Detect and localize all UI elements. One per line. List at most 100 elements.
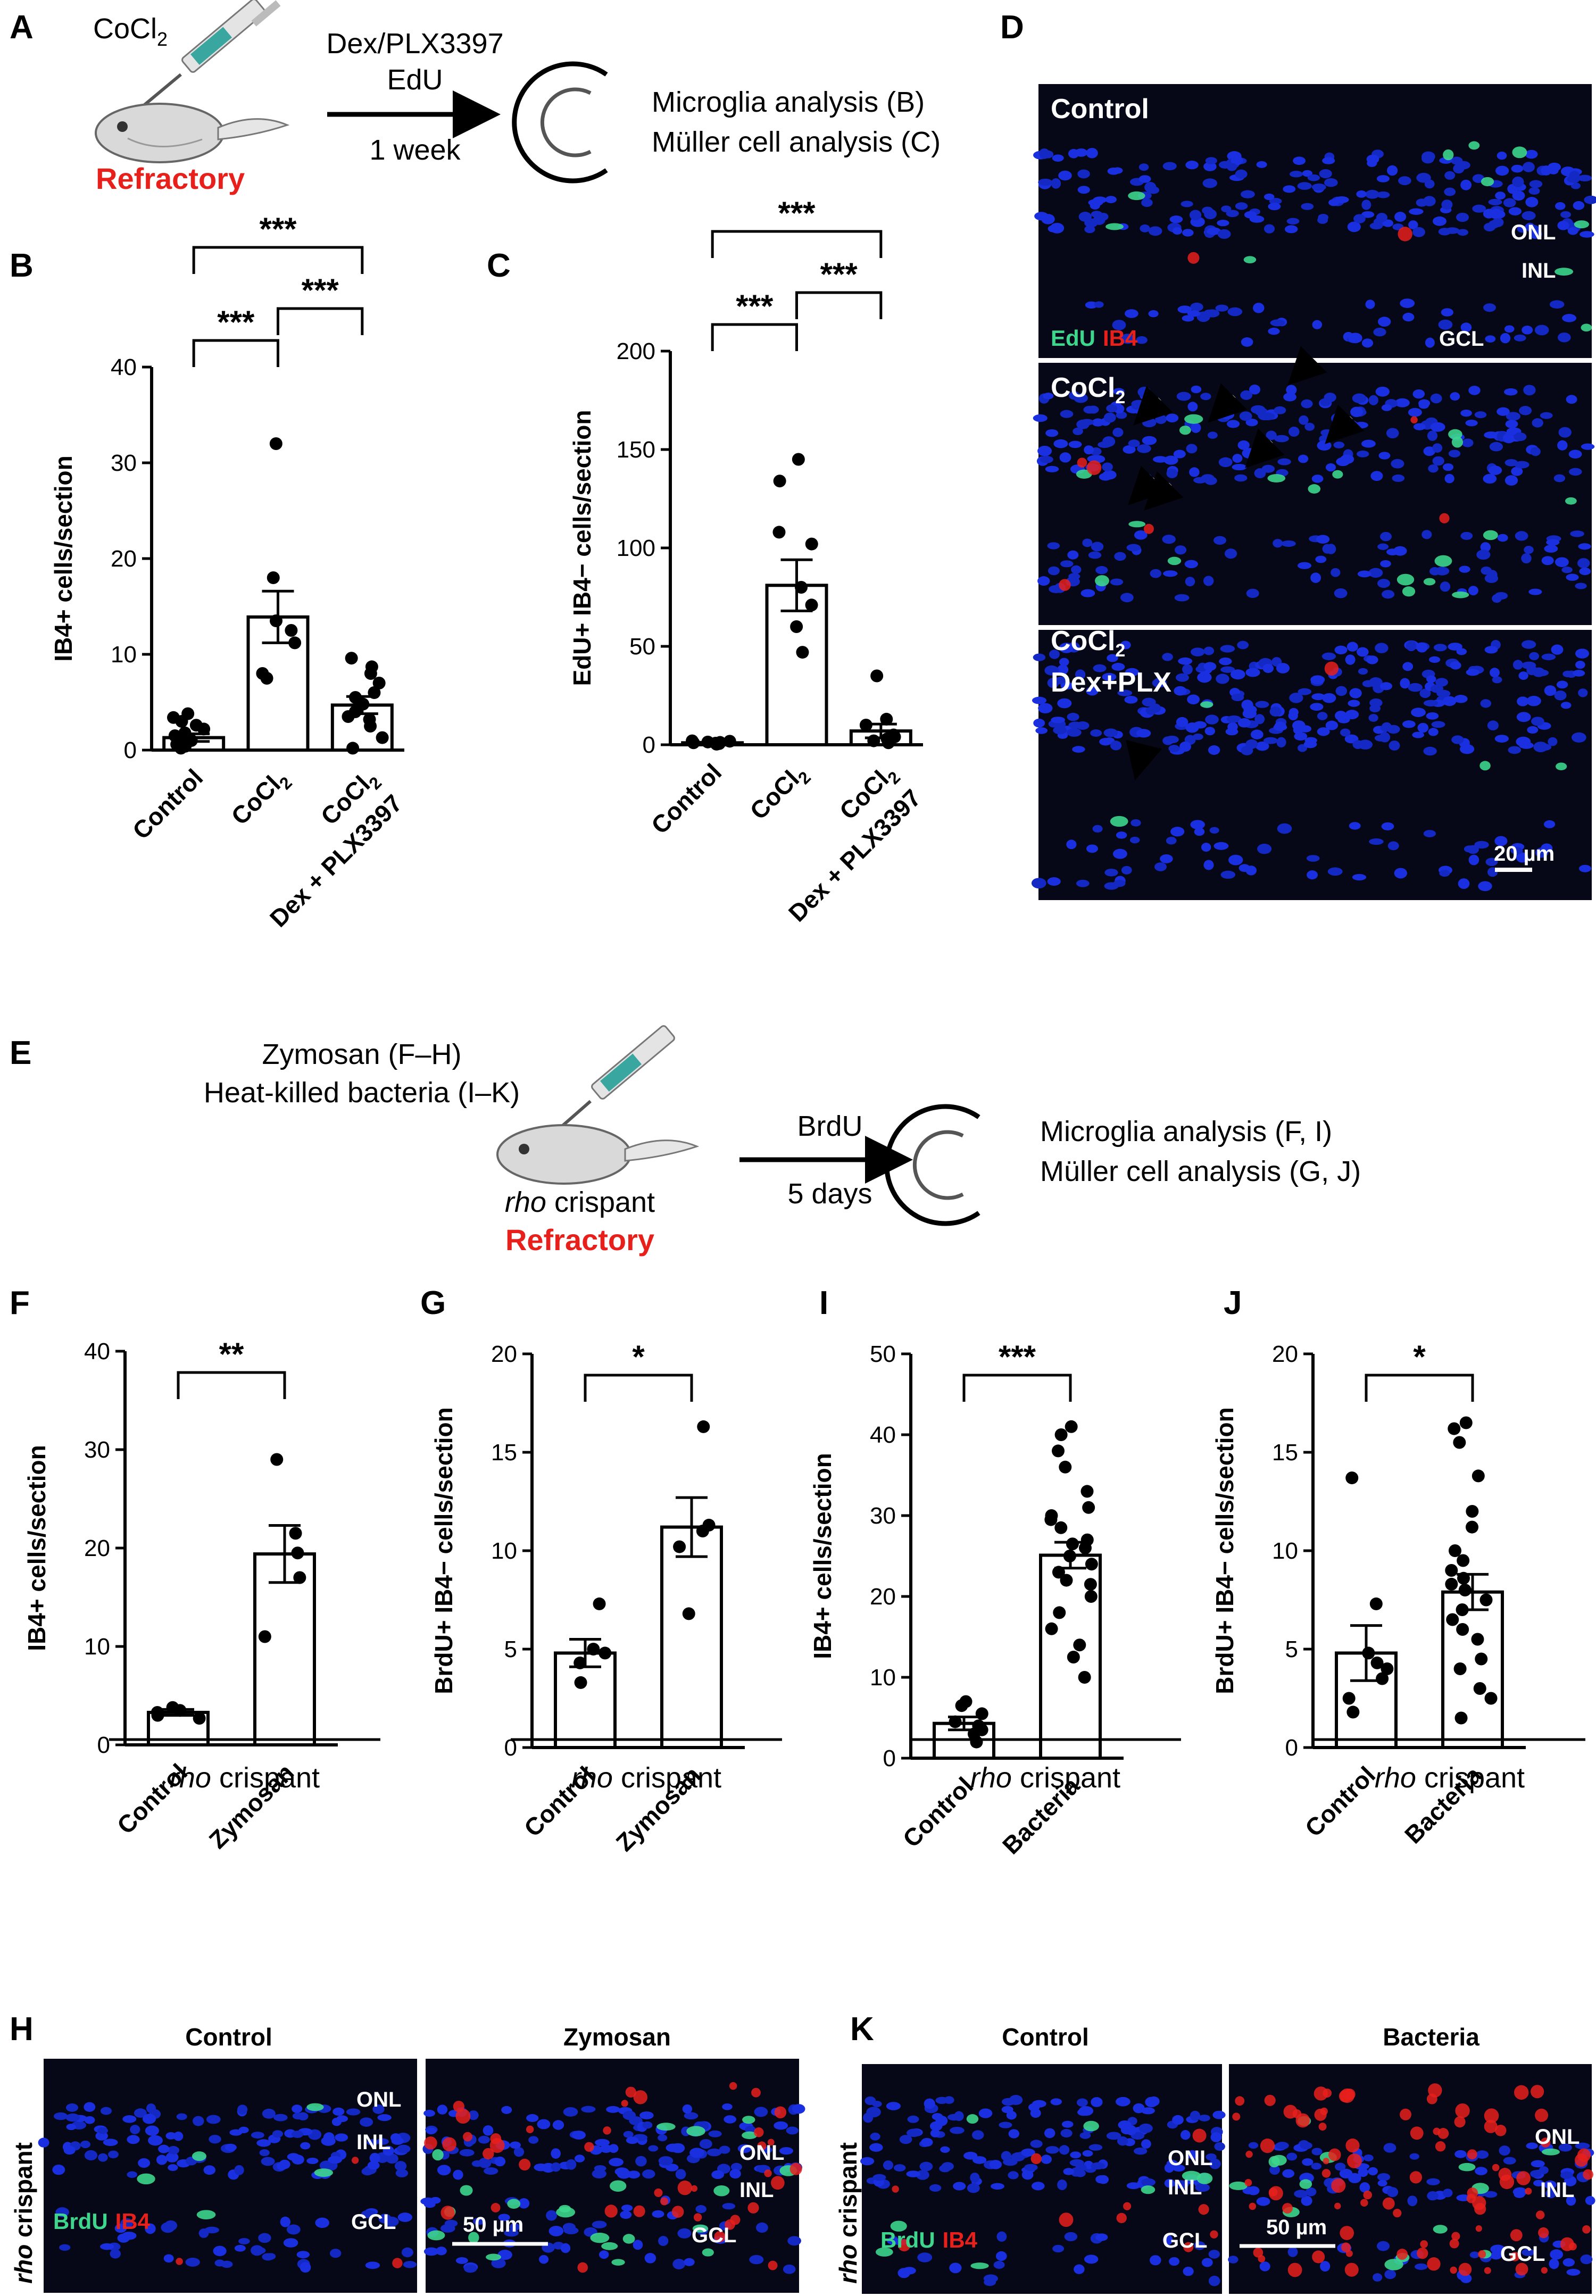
data-point (151, 1706, 164, 1719)
data-point (168, 729, 181, 742)
data-point (1459, 1416, 1473, 1429)
data-point (682, 1607, 695, 1620)
data-point (1065, 1420, 1078, 1433)
panel-label-g: G (420, 1285, 446, 1321)
panel-label-k: K (850, 2011, 874, 2048)
data-point (805, 537, 818, 551)
category-label: CoCl2 (226, 763, 296, 834)
data-point (1067, 1651, 1080, 1663)
data-point (975, 1707, 988, 1720)
data-point (1370, 1656, 1384, 1669)
y-tick-label: 0 (97, 1732, 110, 1758)
data-point (593, 1597, 606, 1610)
k-stain-legend: BrdU IB4 (880, 2227, 978, 2252)
y-axis-label: BrdU+ IB4− cells/section (1211, 1407, 1238, 1694)
data-point (167, 711, 180, 724)
k-right-inl: INL (1540, 2178, 1574, 2202)
d-layer-inl: INL (1522, 259, 1556, 282)
significance-bracket (177, 1371, 286, 1399)
d-stain-legend: EdU IB4 (1051, 326, 1138, 351)
data-point (289, 1527, 302, 1540)
group-label: rho crispant (970, 1762, 1120, 1794)
data-point (1456, 1623, 1469, 1636)
data-point (1054, 1521, 1068, 1534)
d-title-cocl2: CoCl2 (1051, 372, 1125, 407)
data-point (293, 1571, 306, 1584)
k-left-onl: ONL (1168, 2147, 1212, 2170)
significance-bracket (277, 307, 364, 335)
significance-label: *** (999, 1339, 1036, 1375)
data-point (697, 1420, 710, 1433)
data-point (1346, 1706, 1360, 1719)
data-point (270, 614, 283, 627)
h-left-onl: ONL (356, 2088, 401, 2111)
h-right-onl: ONL (739, 2141, 784, 2165)
data-point (376, 731, 389, 744)
y-tick-label: 50 (870, 1341, 896, 1367)
significance-bracket (711, 323, 798, 351)
d-layer-gcl: GCL (1439, 327, 1484, 351)
data-point (1472, 1469, 1485, 1483)
h-side-label: rho crispant (10, 2142, 37, 2284)
data-point (181, 707, 195, 720)
k-right-onl: ONL (1535, 2125, 1580, 2149)
data-point (1073, 1638, 1086, 1652)
data-point (1059, 1460, 1072, 1474)
y-tick-label: 30 (870, 1503, 896, 1529)
data-point (1369, 1597, 1383, 1610)
k-left-inl: INL (1168, 2176, 1202, 2199)
h-scale-label: 50 µm (463, 2213, 523, 2236)
tadpole-icon-e (496, 1124, 700, 1185)
chart-b: B 0 10 20 30 40 IB4+ cells/section Control CoCl2… (10, 211, 408, 933)
data-point (1084, 1590, 1098, 1603)
data-point (796, 646, 809, 659)
panel-label-c: C (487, 247, 511, 284)
significance-bracket (795, 291, 883, 319)
refractory-label-e: Refractory (505, 1223, 654, 1257)
h-left-gcl: GCL (351, 2210, 396, 2234)
y-tick-label: 10 (84, 1634, 110, 1660)
panel-e: E Zymosan (F–H) Heat-killed bacteria (I–… (10, 1025, 1361, 1257)
data-point (256, 667, 269, 680)
y-tick-label: 40 (84, 1338, 110, 1365)
data-point (1457, 1571, 1470, 1585)
data-point (342, 710, 355, 723)
data-point (1066, 1537, 1079, 1551)
data-point (1471, 1633, 1484, 1646)
data-point (959, 1695, 972, 1708)
significance-bracket (711, 230, 883, 258)
h-left-inl: INL (356, 2131, 390, 2154)
y-tick-label: 0 (643, 732, 655, 758)
duration-label: 1 week (369, 134, 461, 166)
significance-bracket (962, 1374, 1072, 1402)
y-tick-label: 50 (629, 634, 655, 660)
category-label: Control (1300, 1761, 1381, 1842)
y-tick-label: 0 (124, 737, 137, 763)
panel-a: A CoCl2 Refractory Dex/PLX3397 EdU 1 wee… (10, 0, 941, 195)
significance-bracket (584, 1374, 693, 1402)
h-stain-legend: BrdU IB4 (53, 2209, 151, 2234)
data-point (1381, 1662, 1394, 1675)
data-point (587, 1643, 600, 1656)
data-point (805, 598, 818, 612)
d-arrow-icon (1126, 739, 1162, 781)
d-title-cocl2-dex: CoCl2 (1051, 626, 1125, 661)
d-arrow-icon (1325, 404, 1365, 444)
d-arrow-icon (1245, 428, 1285, 468)
panel-label-b: B (10, 247, 34, 284)
data-point (673, 1540, 686, 1553)
significance-label: * (1413, 1339, 1426, 1375)
bar (554, 1651, 617, 1749)
y-axis-label: IB4+ cells/section (809, 1453, 836, 1659)
data-point (859, 719, 872, 731)
data-point (702, 1518, 716, 1532)
data-point (1045, 1509, 1058, 1522)
panel-label-h: H (10, 2011, 34, 2048)
data-point (1085, 1558, 1098, 1571)
data-point (178, 726, 192, 739)
treatment-line1: Dex/PLX3397 (326, 28, 503, 60)
y-tick-label: 100 (617, 535, 655, 561)
data-point (573, 1656, 587, 1669)
data-point (1466, 1505, 1479, 1518)
